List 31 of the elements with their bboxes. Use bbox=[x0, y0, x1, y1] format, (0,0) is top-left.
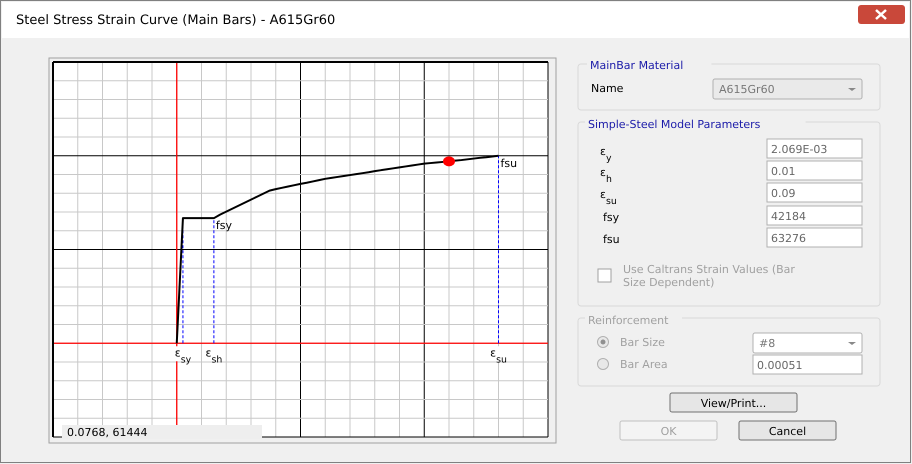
text: fsu bbox=[603, 233, 620, 246]
text: Bar Area bbox=[620, 358, 668, 371]
chart-title: Steel Stress Strain Curve (Main Bars) - A615Gr60 bbox=[16, 13, 336, 28]
text: Bar Size bbox=[620, 336, 666, 349]
text: 0.0768, 61444 bbox=[67, 426, 148, 439]
text: ε$_{y}$ bbox=[600, 145, 612, 164]
text: fsy bbox=[603, 211, 620, 224]
text: Use Caltrans Strain Values (Bar bbox=[623, 263, 796, 276]
text: Size Dependent) bbox=[623, 276, 714, 289]
text: #8 bbox=[759, 337, 776, 350]
text: Simple-Steel Model Parameters bbox=[588, 118, 761, 131]
text: MainBar Material bbox=[590, 59, 684, 72]
text: 42184 bbox=[771, 210, 806, 223]
text: 2.069E-03 bbox=[771, 143, 828, 156]
text: A615Gr60 bbox=[719, 83, 775, 96]
x-tick-label: ε$_{sy}$ bbox=[174, 346, 192, 365]
text: 63276 bbox=[771, 232, 806, 245]
text: Reinforcement bbox=[588, 314, 670, 327]
x-tick-label: ε$_{su}$ bbox=[490, 346, 507, 365]
annotation: fsy bbox=[216, 219, 232, 232]
text: OK bbox=[660, 425, 678, 438]
text: ε$_{h}$ bbox=[600, 166, 612, 184]
text: View/Print... bbox=[700, 397, 766, 410]
text: Name bbox=[591, 82, 624, 95]
text: Cancel bbox=[768, 425, 806, 438]
text: 0.00051 bbox=[757, 359, 802, 372]
text: ε$_{su}$ bbox=[600, 188, 617, 206]
text: 0.01 bbox=[771, 165, 796, 178]
x-tick-label: ε$_{sh}$ bbox=[206, 346, 222, 365]
text: 0.09 bbox=[771, 187, 796, 200]
annotation: fsu bbox=[500, 156, 518, 170]
